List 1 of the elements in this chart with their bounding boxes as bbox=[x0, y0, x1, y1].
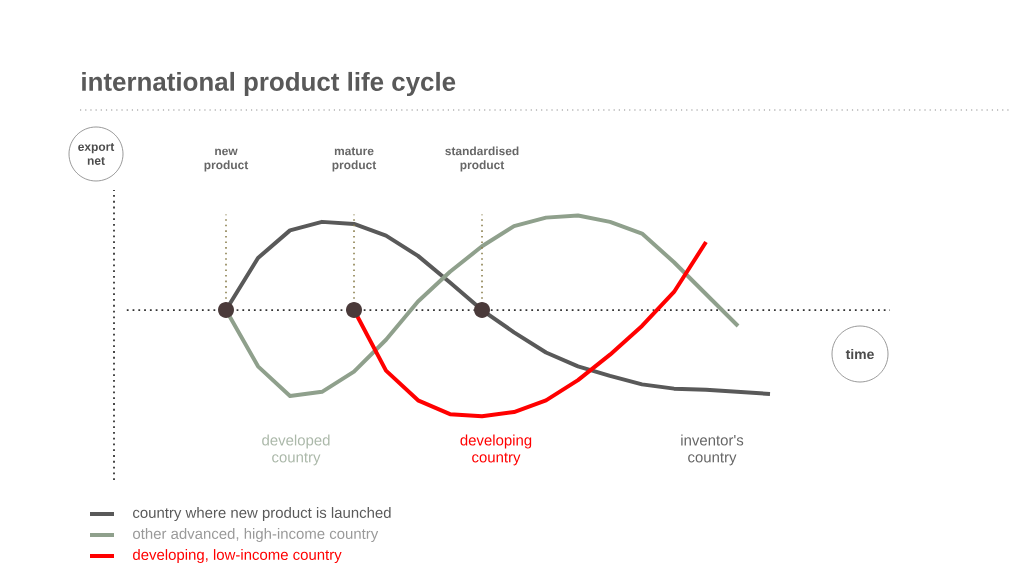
chart-title: international product life cycle bbox=[82, 71, 456, 97]
